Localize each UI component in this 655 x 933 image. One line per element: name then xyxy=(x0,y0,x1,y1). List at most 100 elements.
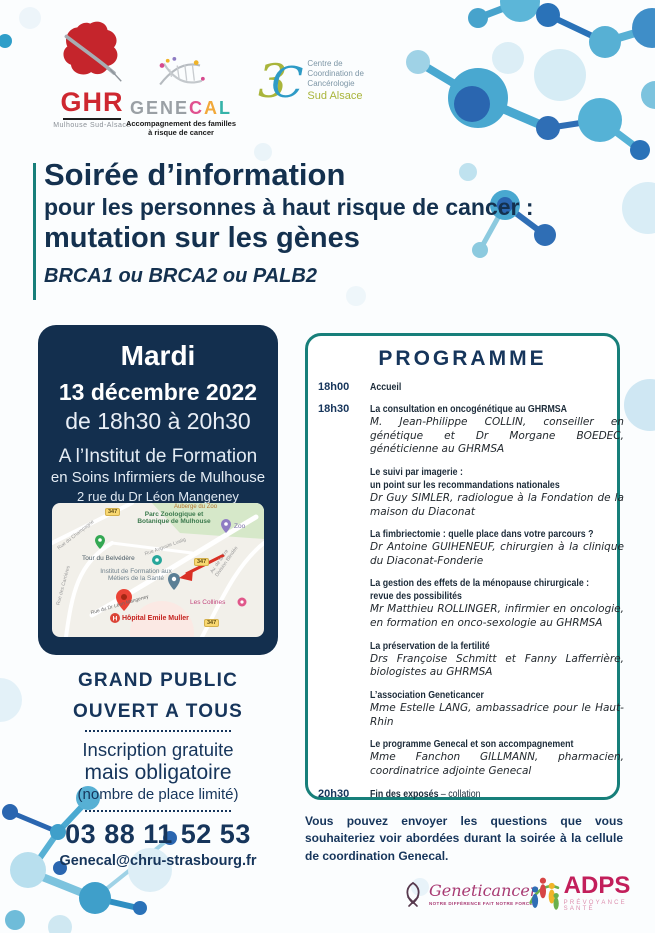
programme-time xyxy=(318,738,364,778)
programme-item-speaker: Dr Guy SIMLER, radiologue à la Fondation… xyxy=(370,491,624,518)
map-label-institut: Institut de Formation aux Métiers de la … xyxy=(100,568,172,583)
contact-email: Genecal@chru-strasbourg.fr xyxy=(59,853,257,869)
programme-item: La fimbriectomie : quelle place dans vot… xyxy=(370,528,624,568)
svg-text:H: H xyxy=(113,616,118,623)
genecal-letter: N xyxy=(160,98,175,118)
title-genes: BRCA1 ou BRCA2 ou PALB2 xyxy=(44,265,317,288)
title-line3: mutation sur les gènes xyxy=(44,222,360,255)
questions-note: Vous pouvez envoyer les questions que vo… xyxy=(305,814,623,863)
c3-line3: Cancérologie xyxy=(307,78,355,88)
c3-letter: C xyxy=(271,58,304,107)
ribbon-heart-icon xyxy=(406,882,420,907)
programme-time xyxy=(318,577,364,630)
genecal-tagline: Accompagnement des familles à risque de … xyxy=(120,119,242,137)
programme-item-speaker: Mr Matthieu ROLLINGER, infirmier en onco… xyxy=(370,603,624,630)
ghr-logo-mark-icon xyxy=(63,21,122,82)
geneticancer-tagline: NOTRE DIFFÉRENCE FAIT NOTRE FORCE xyxy=(429,900,533,906)
genecal-letter: E xyxy=(175,98,190,118)
programme-time: 18h00 xyxy=(318,381,350,393)
programme-item: Fin des exposés – collation xyxy=(370,788,624,801)
programme-item-speaker: Mme Estelle LANG, ambassadrice pour le H… xyxy=(370,702,624,728)
dotted-divider xyxy=(85,730,231,732)
ghr-logo: GHR Mulhouse Sud-Alsace xyxy=(44,20,140,129)
programme-item-title: La gestion des effets de la ménopause ch… xyxy=(370,578,590,603)
programme-item-title: Fin des exposés – collation xyxy=(370,788,593,801)
map-label-zoo: Zoo xyxy=(234,523,246,530)
title-accent-bar xyxy=(33,163,36,300)
adps-people-icon xyxy=(529,877,560,910)
map-label-hopital: Hôpital Emile Muller xyxy=(122,615,189,622)
genecal-letter: C xyxy=(189,98,205,118)
programme-item-title: La préservation de la fertilité xyxy=(370,640,490,652)
event-place-line1: A l’Institut de Formation xyxy=(58,446,258,467)
map-label-collines: Les Collines xyxy=(190,599,226,606)
map-road-badge: 347 xyxy=(204,619,220,628)
programme-item-title: La fimbriectomie : quelle place dans vot… xyxy=(370,529,594,541)
map-pin-hospital-icon: H xyxy=(110,613,120,623)
event-place-line3: 2 rue du Dr Léon Mangeney xyxy=(77,489,239,504)
programme-item: La consultation en oncogénétique au GHRM… xyxy=(370,403,624,457)
programme-item-title: Le programme Genecal et son accompagneme… xyxy=(370,739,574,751)
title-line2: pour les personnes à haut risque de canc… xyxy=(44,193,534,220)
programme-item-title-suffix: – collation xyxy=(438,788,481,800)
programme-panel: PROGRAMME 18h00 Accueil 18h30 La consult… xyxy=(305,333,624,800)
registration-line2: mais obligatoire xyxy=(84,761,232,784)
programme-item-title: Accueil xyxy=(370,382,402,393)
c3-logo-text: Centre de Coordination de Cancérologie S… xyxy=(307,59,363,104)
map-road-badge: 347 xyxy=(194,558,210,567)
map-label-park: Parc Zoologique et Botanique de Mulhouse xyxy=(137,511,211,526)
c3-line1: Centre de xyxy=(307,58,343,68)
dotted-divider xyxy=(85,810,231,812)
genecal-letter: L xyxy=(219,98,233,118)
title-line1: Soirée d’information xyxy=(44,157,346,192)
programme-title: PROGRAMME xyxy=(378,347,547,370)
map-road-badge: 347 xyxy=(105,508,121,517)
geneticancer-logo-text: Geneticancer NOTRE DIFFÉRENCE FAIT NOTRE… xyxy=(429,880,538,906)
programme-item-speaker: M. Jean-Philippe COLLIN, conseiller en g… xyxy=(370,416,624,456)
map-pin-red-icon xyxy=(116,589,132,611)
map-label-tour: Tour du Belvédère xyxy=(82,555,135,562)
programme-item: Le suivi par imagerie : un point sur les… xyxy=(370,466,624,519)
programme-item-title: La consultation en oncogénétique au GHRM… xyxy=(370,404,568,415)
genecal-letter: A xyxy=(204,98,220,118)
programme-time xyxy=(318,689,364,729)
registration-line1: Inscription gratuite xyxy=(82,739,234,760)
event-time: de 18h30 à 20h30 xyxy=(65,408,251,434)
event-place-line2: en Soins Infirmiers de Mulhouse xyxy=(50,469,266,486)
programme-time xyxy=(318,466,364,519)
programme-time xyxy=(318,528,364,568)
adps-logo: ADPS PRÉVOYANCE SANTÉ xyxy=(528,872,655,914)
programme-item: Le programme Genecal et son accompagneme… xyxy=(370,738,624,778)
registration-line3: (nombre de place limité) xyxy=(77,786,239,803)
event-date: 13 décembre 2022 xyxy=(58,379,258,405)
genecal-letter: E xyxy=(145,98,160,118)
programme-item-title: L’association Geneticancer xyxy=(370,690,484,702)
adps-name: ADPS xyxy=(563,872,631,899)
map-pin-green-icon xyxy=(95,535,105,549)
programme-item: L’association Geneticancer Mme Estelle L… xyxy=(370,689,624,729)
c3-line4: Sud Alsace xyxy=(307,89,363,102)
event-day: Mardi xyxy=(120,340,196,371)
dna-helix-icon xyxy=(159,56,205,86)
programme-item-speaker: Dr Antoine GUIHENEUF, chirurgien à la cl… xyxy=(370,541,624,567)
programme-item-title-bold: Fin des exposés xyxy=(370,788,439,800)
ghr-logo-rule xyxy=(63,118,121,120)
map-label-auberge: Auberge du Zoo xyxy=(174,504,218,510)
page-title: Soirée d’information pour les personnes … xyxy=(44,157,604,288)
programme-item: La préservation de la fertilité Drs Fran… xyxy=(370,640,624,680)
public-line2: OUVERT A TOUS xyxy=(72,701,244,722)
ghr-logo-subtitle: Mulhouse Sud-Alsace xyxy=(53,122,131,129)
programme-item: La gestion des effets de la ménopause ch… xyxy=(370,577,624,630)
map-pin-institut-icon xyxy=(168,573,180,590)
location-map: H Parc Zoologique et Botanique de Mulhou… xyxy=(52,503,264,637)
geneticancer-name: Geneticancer xyxy=(429,880,538,900)
phone-number: 03 88 11 52 53 xyxy=(65,819,251,849)
adps-logo-text: ADPS PRÉVOYANCE SANTÉ xyxy=(563,872,655,913)
programme-time xyxy=(318,640,364,680)
ghr-logo-text: GHR xyxy=(60,87,124,117)
programme-item-title: Le suivi par imagerie : un point sur les… xyxy=(370,466,560,491)
programme-time: 18h30 xyxy=(318,403,350,415)
genecal-tagline-line2: à risque de cancer xyxy=(148,128,214,137)
